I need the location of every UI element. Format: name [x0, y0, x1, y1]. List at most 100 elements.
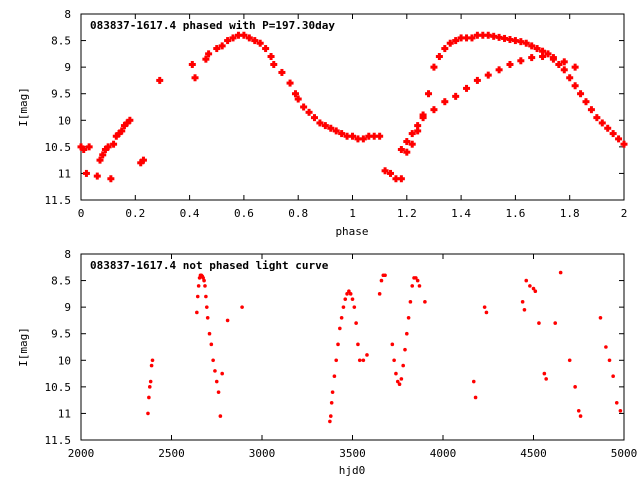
x-tick-label: 0.4 [180, 207, 200, 220]
data-point [423, 300, 427, 304]
x-tick-label: 0.6 [234, 207, 254, 220]
data-point [256, 39, 264, 47]
y-tick-label: 9 [64, 61, 71, 74]
data-point [343, 132, 351, 140]
x-tick-label: 0 [78, 207, 85, 220]
data-point [408, 140, 416, 148]
data-point [495, 33, 503, 41]
data-point [430, 106, 438, 114]
y-tick-label: 8.5 [51, 275, 71, 288]
data-point [336, 342, 340, 347]
data-point [473, 31, 481, 39]
data-point [435, 53, 443, 61]
data-point [511, 37, 519, 45]
data-point [593, 114, 601, 122]
data-point [549, 54, 557, 62]
data-point [471, 379, 476, 384]
y-axis-label-phased: I[mag] [17, 87, 30, 127]
data-point [214, 379, 219, 384]
data-point [522, 39, 530, 47]
data-point [533, 45, 541, 53]
data-point [452, 37, 460, 45]
data-point [357, 358, 362, 363]
data-point [531, 286, 536, 291]
y-axis-label-not-phased: I[mag] [17, 327, 30, 367]
y-ticks-phased: 8 8.5 9 9.5 10 10.5 11 11.5 [45, 8, 624, 207]
y-ticks-not-phased: 8 8.5 9 9.5 10 10.5 11 11.5 [45, 248, 624, 447]
data-point [376, 132, 384, 140]
data-point [327, 124, 335, 132]
data-point [118, 127, 126, 135]
data-point [490, 32, 498, 40]
data-point [126, 116, 134, 124]
data-point [343, 297, 348, 301]
data-point [539, 53, 547, 61]
data-point [394, 371, 398, 376]
data-point [441, 98, 449, 106]
y-tick-label: 11 [58, 407, 71, 420]
data-point [524, 278, 529, 283]
data-point [598, 315, 603, 320]
data-point [604, 345, 608, 349]
data-point [213, 369, 217, 373]
data-point [77, 143, 85, 151]
data-point [209, 342, 214, 347]
data-point [387, 169, 395, 177]
data-point [403, 148, 411, 156]
data-point [520, 300, 525, 304]
data-point [506, 36, 514, 44]
x-tick-label: 3500 [339, 447, 366, 460]
x-ticks-not-phased: 2000 2500 3000 3500 4000 4500 5000 [68, 254, 637, 460]
data-point [341, 305, 346, 309]
data-point [587, 106, 595, 114]
y-tick-label: 8.5 [51, 35, 71, 48]
data-point [316, 119, 324, 127]
data-point [614, 401, 619, 405]
data-point [205, 50, 213, 58]
data-point [598, 119, 606, 127]
data-point [403, 347, 407, 352]
data-point [350, 297, 355, 301]
data-point [506, 60, 514, 68]
data-point [414, 127, 422, 135]
data-point [147, 395, 151, 400]
data-point [365, 132, 373, 140]
data-point [188, 60, 196, 68]
data-point [573, 385, 577, 389]
data-point [101, 146, 109, 154]
data-point [216, 390, 221, 394]
data-point [539, 47, 547, 55]
data-point [567, 358, 572, 363]
data-point [310, 114, 318, 122]
y-tick-label: 10 [58, 114, 71, 127]
data-point [240, 31, 248, 39]
data-point [537, 321, 541, 325]
data-point [558, 270, 563, 275]
data-point [403, 138, 411, 146]
x-tick-label: 2 [621, 207, 628, 220]
y-tick-label: 8 [64, 248, 71, 261]
data-point [356, 342, 360, 347]
data-point [414, 122, 422, 130]
data-point [482, 305, 487, 309]
data-point [544, 50, 552, 58]
data-point [425, 90, 433, 98]
data-point [262, 45, 270, 53]
data-point [149, 363, 154, 368]
x-axis-label-not-phased: hjd0 [339, 464, 366, 477]
data-point [139, 156, 147, 164]
data-point [571, 82, 579, 90]
data-point [620, 140, 628, 148]
x-tick-label: 1.6 [505, 207, 525, 220]
data-point [408, 300, 413, 304]
data-point [463, 84, 471, 92]
data-point [85, 143, 93, 151]
data-point [399, 377, 404, 381]
data-point [582, 98, 590, 106]
data-point [604, 124, 612, 132]
data-point [414, 276, 418, 280]
data-point [191, 74, 199, 82]
data-point [120, 122, 128, 130]
data-point [93, 172, 101, 180]
